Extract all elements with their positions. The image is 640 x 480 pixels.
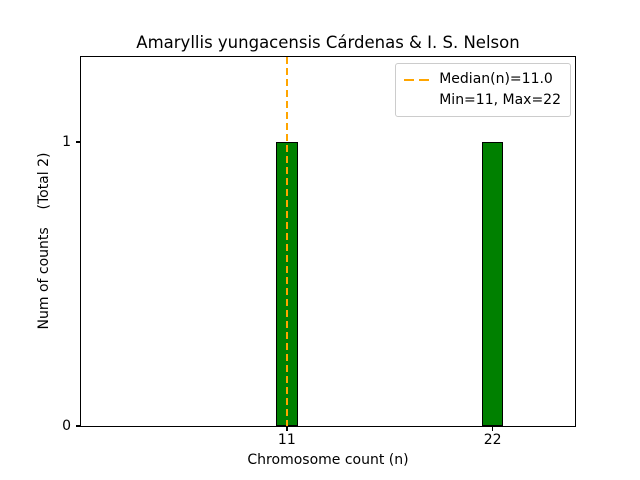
y-axis-label: Num of counts (Total 2) (36, 152, 52, 330)
legend-entry-minmax: Min=11, Max=22 (439, 90, 561, 111)
plot-area: Median(n)=11.0 Min=11, Max=22 (80, 56, 576, 427)
legend-label-minmax: Min=11, Max=22 (439, 92, 561, 108)
x-tick-label-0: 11 (277, 432, 296, 448)
y-tick-mark (76, 141, 80, 143)
x-axis-label: Chromosome count (n) (247, 452, 409, 468)
y-tick-label-1: 1 (62, 133, 71, 150)
legend: Median(n)=11.0 Min=11, Max=22 (395, 63, 571, 117)
bar-n22 (481, 142, 504, 426)
y-tick-mark (76, 425, 80, 427)
x-tick-mark (491, 427, 494, 431)
median-line (285, 57, 288, 426)
y-tick-label-0: 0 (62, 417, 71, 434)
chart-title: Amaryllis yungacensis Cárdenas & I. S. N… (136, 33, 520, 52)
x-tick-mark (286, 427, 288, 431)
legend-label-median: Median(n)=11.0 (439, 71, 553, 87)
median-dashed-line-swatch (404, 78, 430, 81)
legend-entry-median: Median(n)=11.0 (404, 69, 561, 90)
x-tick-label-1: 22 (483, 432, 502, 448)
